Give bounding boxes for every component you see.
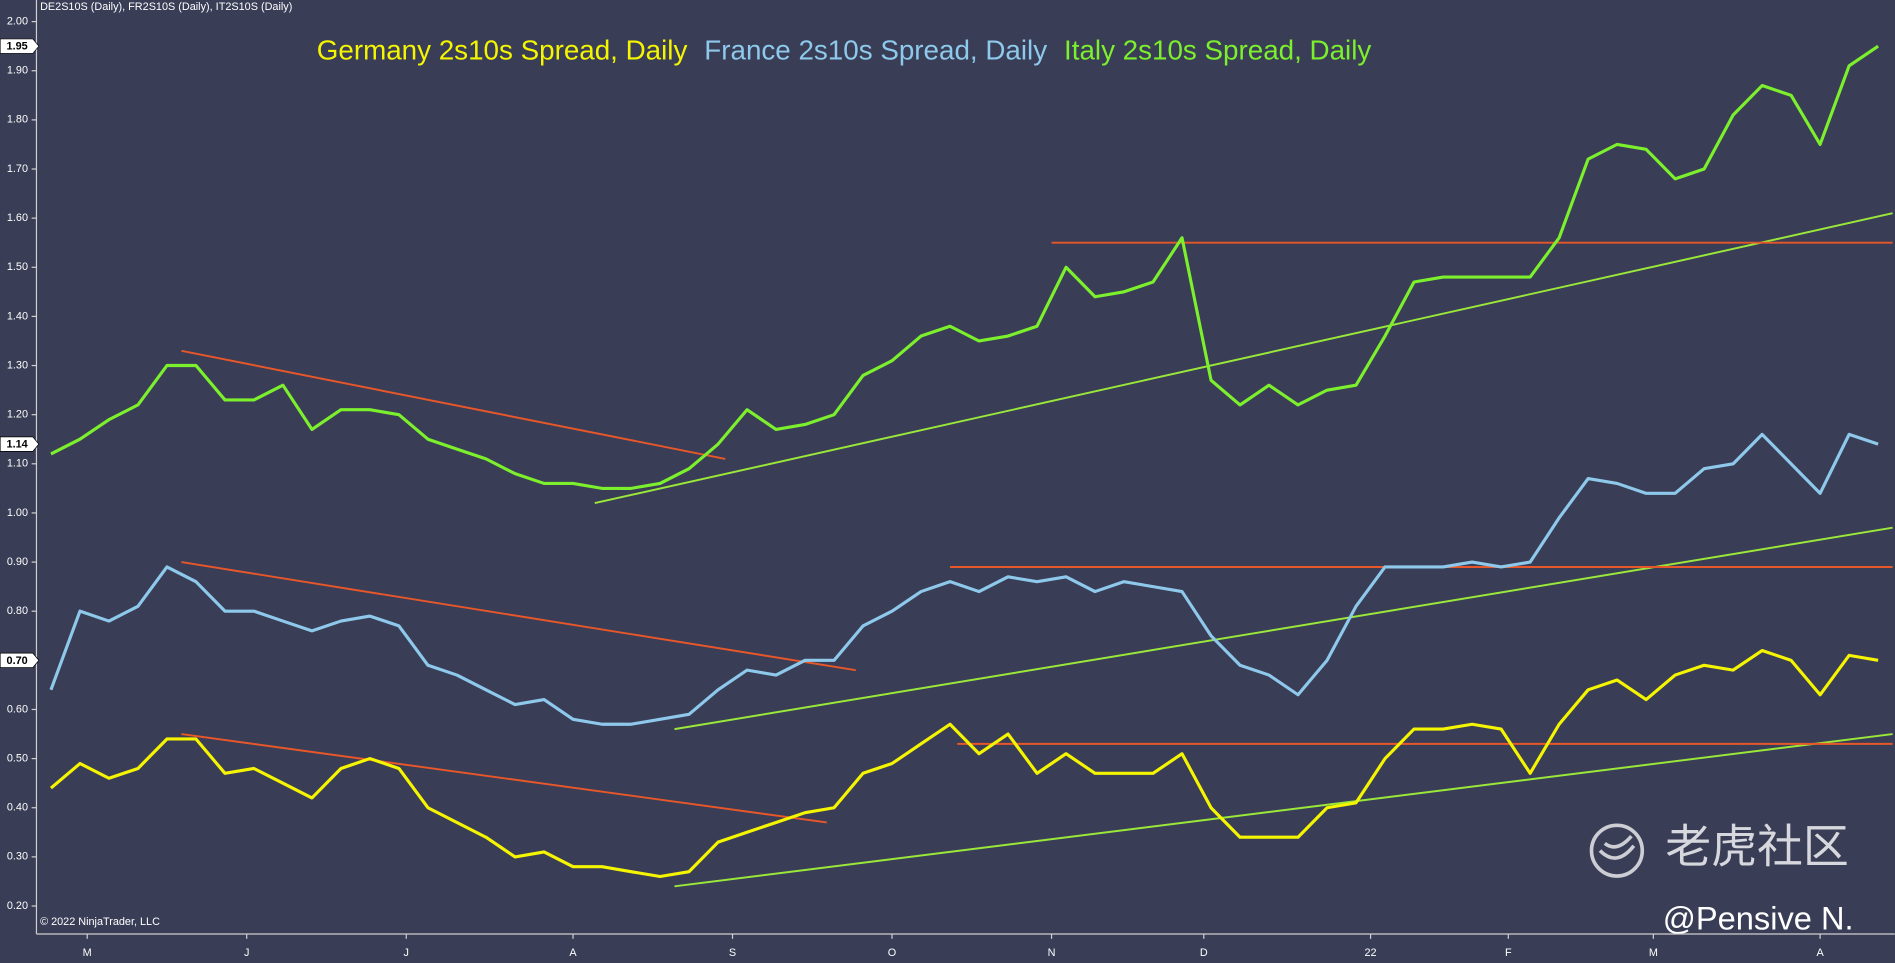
series-line [49, 648, 1879, 879]
logo-stripe [1598, 834, 1636, 860]
last-value-badge [0, 436, 40, 452]
trendline [674, 526, 1893, 731]
y-tick-label: 1.20 [7, 409, 28, 421]
last-value-label: 0.70 [7, 655, 28, 667]
trendline [594, 212, 1893, 505]
legend-entry: Italy 2s10s Spread, Daily [1064, 34, 1371, 65]
y-tick-label: 1.70 [7, 163, 28, 175]
series-line [50, 44, 1880, 490]
y-tick-label: 1.40 [7, 310, 28, 322]
watermark-logo [1589, 823, 1645, 878]
copyright: © 2022 NinjaTrader, LLC [40, 916, 160, 928]
trendline [181, 561, 856, 672]
y-tick-label: 1.30 [7, 359, 28, 371]
signature: @Pensive N. [1663, 899, 1854, 936]
watermark: 老虎社区 [1665, 821, 1849, 873]
y-tick-label: 1.10 [7, 458, 28, 470]
instrument-header: DE2S10S (Daily), FR2S10S (Daily), IT2S10… [40, 1, 292, 13]
legend-entry: Germany 2s10s Spread, Daily [317, 34, 688, 65]
trendline [181, 349, 726, 460]
legend: Germany 2s10s Spread, Daily France 2s10s … [317, 34, 1372, 65]
y-tick-label: 0.60 [7, 703, 28, 715]
y-tick-label: 0.30 [7, 851, 28, 863]
legend-entry: France 2s10s Spread, Daily [704, 34, 1047, 65]
trendline [181, 733, 827, 824]
y-tick-label: 1.60 [7, 212, 28, 224]
x-tick-label: 22 [1365, 947, 1377, 959]
y-tick-label: 0.20 [7, 900, 28, 912]
x-tick-label: S [729, 947, 736, 959]
y-tick-label: 0.40 [7, 802, 28, 814]
last-value-badge [0, 652, 40, 668]
last-value-label: 1.95 [7, 41, 28, 53]
trendline [674, 733, 1893, 888]
last-value-badge [0, 38, 40, 54]
y-tick-label: 2.00 [7, 15, 28, 27]
x-tick-label: J [244, 947, 249, 959]
y-tick-label: 0.50 [7, 752, 28, 764]
y-tick-label: 1.50 [7, 261, 28, 273]
x-tick-label: F [1505, 947, 1512, 959]
x-tick-label: N [1048, 947, 1056, 959]
last-value-label: 1.14 [7, 439, 28, 451]
y-tick-label: 1.80 [7, 114, 28, 126]
x-tick-label: O [888, 947, 896, 959]
y-tick-label: 1.90 [7, 65, 28, 77]
x-tick-label: A [1816, 947, 1824, 959]
x-tick-label: D [1200, 947, 1208, 959]
x-tick-label: J [404, 947, 409, 959]
y-tick-label: 1.00 [7, 507, 28, 519]
y-tick-label: 0.80 [7, 605, 28, 617]
series-line [49, 432, 1879, 726]
x-tick-label: M [83, 947, 92, 959]
logo-ring [1589, 823, 1645, 878]
y-tick-label: 0.90 [7, 556, 28, 568]
x-tick-label: A [569, 947, 577, 959]
x-tick-label: M [1649, 947, 1658, 959]
